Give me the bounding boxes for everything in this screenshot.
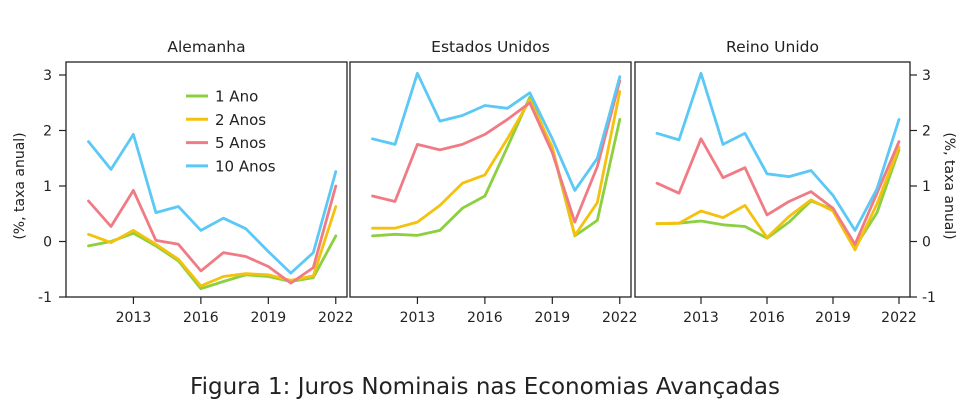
y-tick-label: 0 bbox=[43, 235, 52, 251]
x-tick-label: 2022 bbox=[881, 310, 917, 326]
y-tick-label: 1 bbox=[922, 179, 931, 195]
series-line-2-anos bbox=[87, 205, 338, 288]
plot-frame bbox=[65, 61, 348, 298]
x-tick-label: 2013 bbox=[683, 310, 719, 326]
x-tick-label: 2019 bbox=[250, 310, 286, 326]
series-line-10-anos bbox=[655, 71, 901, 232]
x-tick-label: 2019 bbox=[534, 310, 570, 326]
series-line-5-anos bbox=[655, 137, 901, 246]
y-axis-label-right: (%, taxa anual) bbox=[941, 132, 957, 239]
series-line-10-anos bbox=[371, 71, 622, 192]
x-tick-label: 2013 bbox=[116, 310, 152, 326]
legend-label: 2 Anos bbox=[215, 111, 266, 129]
y-tick-label: -1 bbox=[38, 290, 52, 306]
x-tick-label: 2016 bbox=[749, 310, 785, 326]
chart-panel-3: Reino Unido 2013 2016 2019 2022 -1 0 1 2 3 bbox=[634, 38, 936, 326]
legend: 1 Ano 2 Anos 5 Anos 10 Anos bbox=[186, 88, 276, 175]
chart-panel-2: Estados Unidos 2013 2016 2019 2022 bbox=[349, 38, 638, 326]
series-line-2-anos bbox=[655, 145, 901, 252]
y-tick-label: 2 bbox=[43, 124, 52, 140]
legend-label: 1 Ano bbox=[215, 88, 258, 106]
x-tick-label: 2016 bbox=[183, 310, 219, 326]
plot-frame bbox=[349, 61, 632, 298]
y-tick-label: -1 bbox=[922, 290, 936, 306]
y-tick-label: 3 bbox=[43, 68, 52, 84]
panel-title: Reino Unido bbox=[726, 38, 819, 56]
y-axis-label-left: (%, taxa anual) bbox=[12, 132, 28, 239]
y-tick-label: 2 bbox=[922, 124, 931, 140]
series-line-1-ano bbox=[371, 95, 622, 238]
x-tick-label: 2019 bbox=[815, 310, 851, 326]
series-line-5-anos bbox=[87, 184, 338, 285]
y-tick-label: 1 bbox=[43, 179, 52, 195]
x-tick-label: 2022 bbox=[318, 310, 354, 326]
y-tick-label: 3 bbox=[922, 68, 931, 84]
y-tick-label: 0 bbox=[922, 235, 931, 251]
figure-caption: Figura 1: Juros Nominais nas Economias A… bbox=[190, 374, 780, 400]
series-line-5-anos bbox=[371, 79, 622, 224]
x-tick-label: 2013 bbox=[400, 310, 436, 326]
legend-label: 5 Anos bbox=[215, 134, 266, 152]
panel-title: Estados Unidos bbox=[431, 38, 550, 56]
panel-title: Alemanha bbox=[167, 38, 245, 56]
legend-label: 10 Anos bbox=[215, 157, 276, 175]
series-line-2-anos bbox=[371, 90, 622, 237]
series-line-10-anos bbox=[87, 132, 338, 275]
plot-frame bbox=[634, 61, 911, 298]
x-tick-label: 2022 bbox=[602, 310, 638, 326]
chart-panel-1: Alemanha 2013 2016 2019 2022 -1 0 1 2 3 1 Ano 2 Ano… bbox=[38, 38, 354, 326]
x-tick-label: 2016 bbox=[467, 310, 503, 326]
